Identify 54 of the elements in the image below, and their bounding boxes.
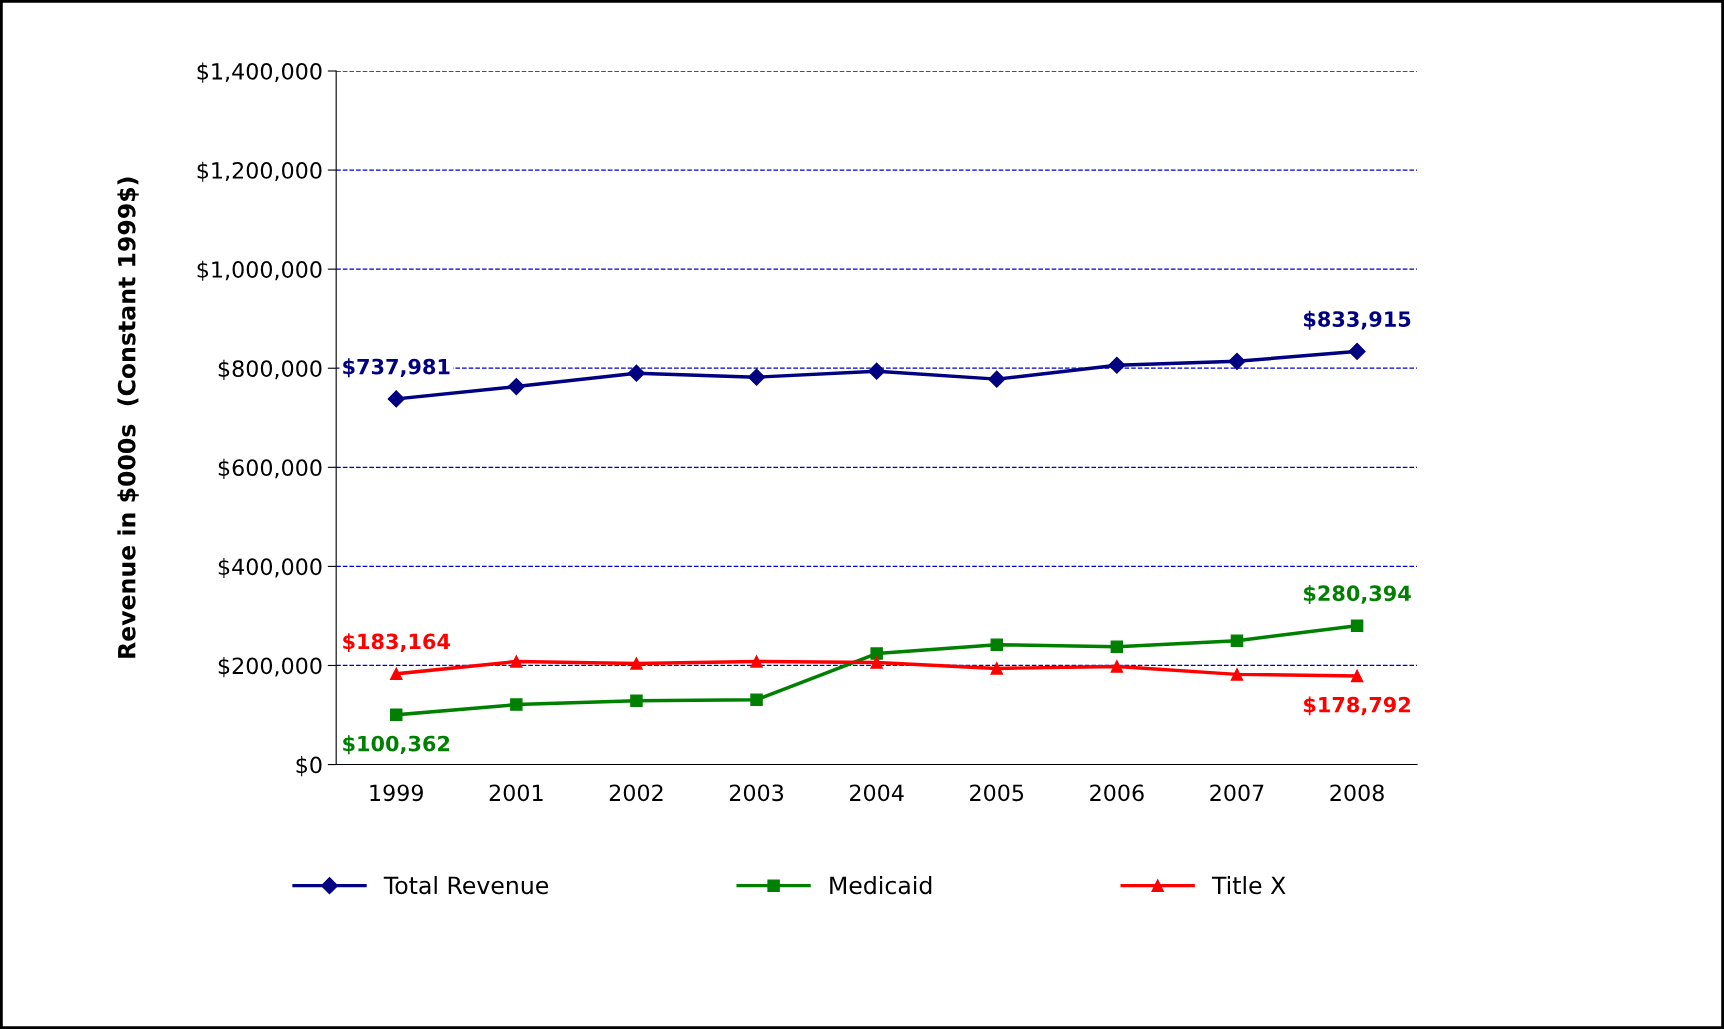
- point: [1110, 640, 1124, 653]
- x-tick-label: 2006: [1090, 784, 1144, 802]
- point: [1110, 660, 1124, 673]
- point: [1350, 619, 1364, 632]
- y-axis-title: Revenue in $000s (Constant 1999$): [117, 177, 139, 658]
- y-tick-label: $1,400,000: [197, 62, 322, 83]
- x-tick-label: 2005: [970, 784, 1024, 802]
- y-tick-label: $800,000: [218, 359, 322, 380]
- legend-label: Total Revenue: [383, 875, 549, 895]
- point: [1108, 356, 1126, 374]
- legend-label: Title X: [1211, 875, 1286, 895]
- point: [990, 662, 1004, 675]
- point: [870, 656, 883, 669]
- point: [389, 708, 403, 722]
- point: [747, 368, 766, 386]
- x-tick-label: 2004: [850, 784, 904, 802]
- x-tick-label: 2008: [1330, 784, 1384, 802]
- data-label: $100,362: [343, 735, 450, 755]
- y-tick-label: $200,000: [218, 657, 322, 678]
- point: [1348, 342, 1366, 360]
- point: [868, 362, 886, 380]
- y-tick-label: $600,000: [218, 458, 322, 480]
- data-label: $280,394: [1304, 585, 1411, 604]
- point: [990, 638, 1004, 651]
- point: [630, 657, 643, 670]
- point: [1230, 634, 1244, 647]
- point: [507, 378, 525, 396]
- x-tick-label: 1999: [370, 784, 423, 802]
- x-tick-label: 2003: [729, 784, 784, 802]
- data-label: $833,915: [1304, 310, 1411, 330]
- data-label: $178,792: [1304, 696, 1410, 716]
- point: [870, 647, 883, 660]
- point: [510, 655, 523, 668]
- point: [1228, 352, 1246, 370]
- point: [627, 364, 645, 382]
- x-tick-label: 2002: [609, 784, 663, 802]
- legend-label: Medicaid: [830, 875, 932, 895]
- data-label: $737,981: [343, 358, 450, 378]
- y-tick-label: $1,000,000: [197, 260, 322, 281]
- point: [510, 698, 523, 711]
- x-tick-label: 2001: [489, 784, 543, 802]
- point: [389, 667, 403, 681]
- y-tick-label: $0: [296, 756, 322, 777]
- point: [630, 694, 643, 707]
- point: [1230, 668, 1244, 681]
- data-label: $183,164: [343, 633, 450, 653]
- point: [750, 655, 763, 668]
- point: [1350, 669, 1364, 683]
- x-tick-label: 2007: [1210, 784, 1264, 802]
- y-tick-label: $1,200,000: [197, 161, 322, 182]
- point: [750, 693, 763, 706]
- point: [387, 390, 405, 408]
- y-tick-label: $400,000: [218, 557, 322, 579]
- point: [988, 370, 1006, 388]
